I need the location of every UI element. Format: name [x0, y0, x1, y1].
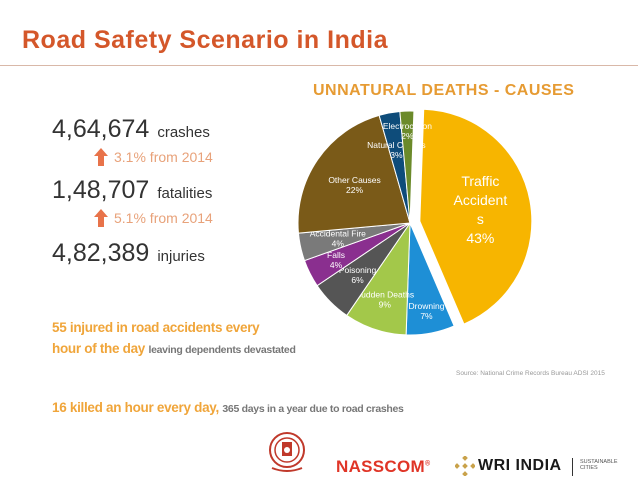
state-emblem-logo	[269, 432, 305, 472]
injured-line-2: hour of the day leaving dependents devas…	[52, 341, 296, 356]
delta-crashes-text: 3.1% from 2014	[114, 149, 213, 165]
chart-title: UNNATURAL DEATHS - CAUSES	[313, 82, 575, 99]
pie-label-sudden-deaths: Sudden Deaths 9%	[356, 289, 415, 309]
page-title: Road Safety Scenario in India	[22, 26, 388, 54]
killed-note: 365 days in a year due to road crashes	[222, 403, 404, 415]
injured-line-2-text: hour of the day	[52, 341, 145, 356]
stat-crashes-value: 4,64,674	[52, 115, 150, 143]
wri-subtitle: SUSTAINABLE CITIES	[580, 459, 618, 471]
stat-crashes: 4,64,674 crashes	[52, 115, 210, 144]
pie-label-poisoning: Poisoning 6%	[339, 265, 377, 285]
source-note: Source: National Crime Records Bureau AD…	[456, 370, 605, 377]
pie-slice-other-causes	[297, 114, 411, 234]
pie-slice-electrocution	[399, 110, 415, 224]
stat-fatalities: 1,48,707 fatalities	[52, 176, 212, 205]
delta-fatalities: 5.1% from 2014	[94, 209, 213, 227]
up-arrow-icon	[94, 148, 108, 166]
pie-label-accidental-fire: Accidental Fire 4%	[310, 229, 366, 249]
nasscom-logo: NASSCOM®	[336, 457, 430, 477]
pie-label-falls: Falls 4%	[327, 250, 345, 270]
pie-label-electrocution: Electrocution 2%	[383, 121, 432, 141]
up-arrow-icon	[94, 209, 108, 227]
nasscom-text: NASSCOM	[336, 457, 425, 476]
pie-label-natural-causes: Natural Causes 3%	[367, 140, 426, 160]
pie-chart: Traffic Accident s 43% Drowning 7%Sudden Deat…	[297, 108, 533, 336]
stat-injuries-value: 4,82,389	[52, 239, 150, 267]
pie-label-other-causes: Other Causes 22%	[328, 175, 380, 195]
pie-label-drowning: Drowning 7%	[409, 301, 445, 321]
killed-line-text: 16 killed an hour every day,	[52, 400, 219, 415]
killed-line: 16 killed an hour every day, 365 days in…	[52, 400, 404, 415]
stat-fatalities-value: 1,48,707	[52, 176, 150, 204]
nasscom-registered: ®	[425, 460, 431, 468]
delta-fatalities-text: 5.1% from 2014	[114, 210, 213, 226]
wri-logo-text: WRI INDIA	[478, 457, 562, 474]
stat-crashes-unit: crashes	[157, 124, 210, 141]
pie-label-traffic-accident-s: Traffic Accident s 43%	[454, 173, 508, 246]
title-divider	[0, 65, 638, 66]
delta-crashes: 3.1% from 2014	[94, 148, 213, 166]
injured-line-1: 55 injured in road accidents every	[52, 320, 260, 335]
injured-note: leaving dependents devastated	[148, 344, 296, 356]
stat-injuries: 4,82,389 injuries	[52, 239, 205, 268]
wri-divider	[572, 458, 573, 476]
stat-injuries-unit: injuries	[157, 248, 205, 265]
stat-fatalities-unit: fatalities	[157, 185, 213, 202]
wri-mark-icon	[455, 456, 475, 476]
pie-slice-traffic-accident-s	[419, 108, 533, 325]
